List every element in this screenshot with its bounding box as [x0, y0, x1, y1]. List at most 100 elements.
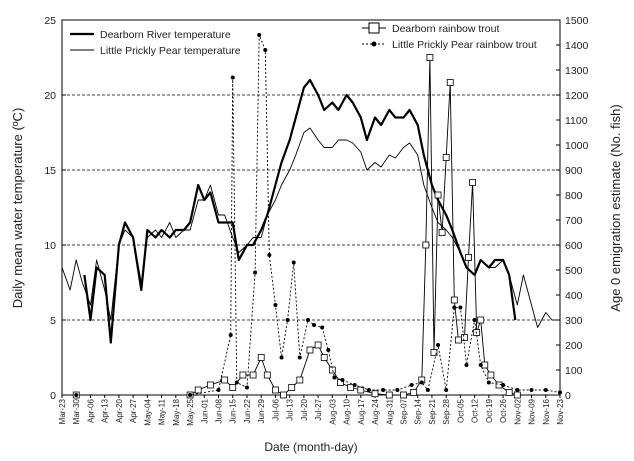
dot-marker: [529, 388, 534, 392]
dot-marker: [366, 388, 371, 392]
dot-marker: [558, 390, 562, 395]
y2-tick-label: 1300: [565, 65, 589, 77]
dot-marker: [395, 388, 400, 392]
square-marker: [454, 336, 462, 344]
x-tick-label: Jun-15: [229, 398, 238, 423]
y2-tick-label: 100: [565, 365, 583, 377]
x-axis-title: Date (month-day): [264, 440, 357, 454]
square-marker: [446, 79, 454, 86]
x-tick-label: Aug-10: [343, 398, 352, 424]
square-marker: [314, 341, 322, 349]
y2-tick-label: 500: [565, 265, 583, 277]
y2-tick-label: 900: [565, 165, 583, 177]
square-marker: [221, 376, 229, 384]
plot-frame: [61, 19, 561, 396]
square-marker: [249, 371, 257, 379]
x-tick-label: Aug-17: [357, 398, 366, 424]
dot-marker: [267, 253, 272, 257]
dot-marker: [464, 363, 469, 367]
dot-marker: [332, 375, 337, 380]
dot-marker: [279, 355, 284, 360]
dot-marker: [273, 303, 278, 307]
dot-marker: [257, 33, 262, 37]
y2-tick-label: 1400: [565, 40, 589, 52]
dot-marker: [515, 388, 520, 392]
y2-tick-label: 200: [565, 340, 583, 352]
x-tick-label: Jun-08: [215, 398, 224, 423]
series-line: [83, 78, 517, 344]
y2-axis-title: Age 0 emigration estimate (No. fish): [608, 104, 623, 311]
square-marker: [194, 386, 202, 394]
square-marker: [296, 376, 304, 384]
square-marker: [357, 386, 365, 394]
square-marker: [461, 334, 468, 341]
x-tick-label: Nov-02: [513, 398, 522, 424]
square-marker: [400, 391, 407, 399]
dot-marker: [228, 333, 233, 337]
x-tick-label: Apr-13: [101, 398, 110, 423]
dot-marker: [216, 388, 221, 392]
x-tick-label: Sep-14: [414, 398, 423, 424]
dot-marker: [74, 393, 79, 397]
x-tick-label: Nov-16: [542, 398, 551, 424]
square-marker: [434, 191, 442, 199]
x-tick-label: May-11: [158, 398, 167, 425]
legend-label: Dearborn River temperature: [100, 29, 231, 41]
legend-label: Little Prickly Pear rainbow trout: [392, 39, 537, 51]
dot-marker: [305, 318, 310, 322]
square-marker: [206, 381, 214, 389]
legend-label: Little Prickly Pear temperature: [100, 45, 241, 57]
square-marker: [430, 349, 438, 356]
square-marker: [239, 371, 247, 379]
square-marker: [422, 241, 430, 249]
y-tick-label: 20: [44, 90, 56, 102]
dot-marker: [291, 260, 296, 265]
square-marker: [320, 354, 328, 361]
series-line: [61, 127, 560, 328]
y-tick-label: 0: [50, 390, 56, 402]
square-marker: [272, 386, 279, 394]
square-marker: [487, 371, 495, 379]
x-tick-label: Oct-05: [456, 398, 465, 423]
dot-marker: [436, 343, 441, 347]
x-tick-label: Oct-26: [499, 398, 508, 423]
x-tick-label: Jul-13: [286, 398, 295, 420]
square-marker: [410, 389, 418, 396]
x-tick-label: Sep-21: [428, 398, 437, 424]
legend-label: Dearborn rainbow trout: [392, 23, 499, 35]
x-tick-label: May-18: [172, 398, 181, 425]
dot-marker: [543, 388, 548, 392]
dot-marker: [486, 380, 491, 385]
dot-marker: [409, 383, 414, 387]
y2-tick-label: 700: [565, 215, 583, 227]
square-marker: [438, 229, 446, 236]
square-marker: [371, 390, 379, 398]
x-tick-label: Apr-27: [129, 398, 138, 423]
square-marker: [280, 391, 287, 399]
dot-marker: [478, 363, 483, 367]
x-tick-label: Jun-01: [200, 398, 209, 423]
dot-marker: [419, 380, 424, 385]
square-marker: [469, 179, 476, 186]
square-marker: [513, 391, 521, 399]
y2-tick-label: 300: [565, 315, 583, 327]
x-tick-label: Jun-29: [257, 398, 266, 423]
square-marker: [288, 384, 296, 391]
x-tick-label: May-04: [143, 398, 152, 425]
x-tick-label: Aug-03: [328, 398, 337, 424]
x-tick-label: Sep-07: [399, 398, 408, 424]
square-marker: [465, 254, 472, 261]
x-tick-label: Oct-19: [485, 398, 494, 423]
dot-marker: [452, 305, 457, 310]
square-marker: [442, 154, 450, 161]
square-marker: [505, 389, 513, 396]
y2-tick-label: 1500: [565, 15, 589, 27]
y-tick-label: 25: [44, 15, 56, 27]
x-tick-label: Sep-28: [442, 398, 451, 424]
x-tick-label: Apr-06: [86, 398, 95, 423]
dot-marker: [340, 378, 345, 382]
dot-marker: [312, 323, 317, 327]
square-marker: [426, 54, 434, 61]
x-tick-label: Jul-06: [271, 398, 280, 420]
